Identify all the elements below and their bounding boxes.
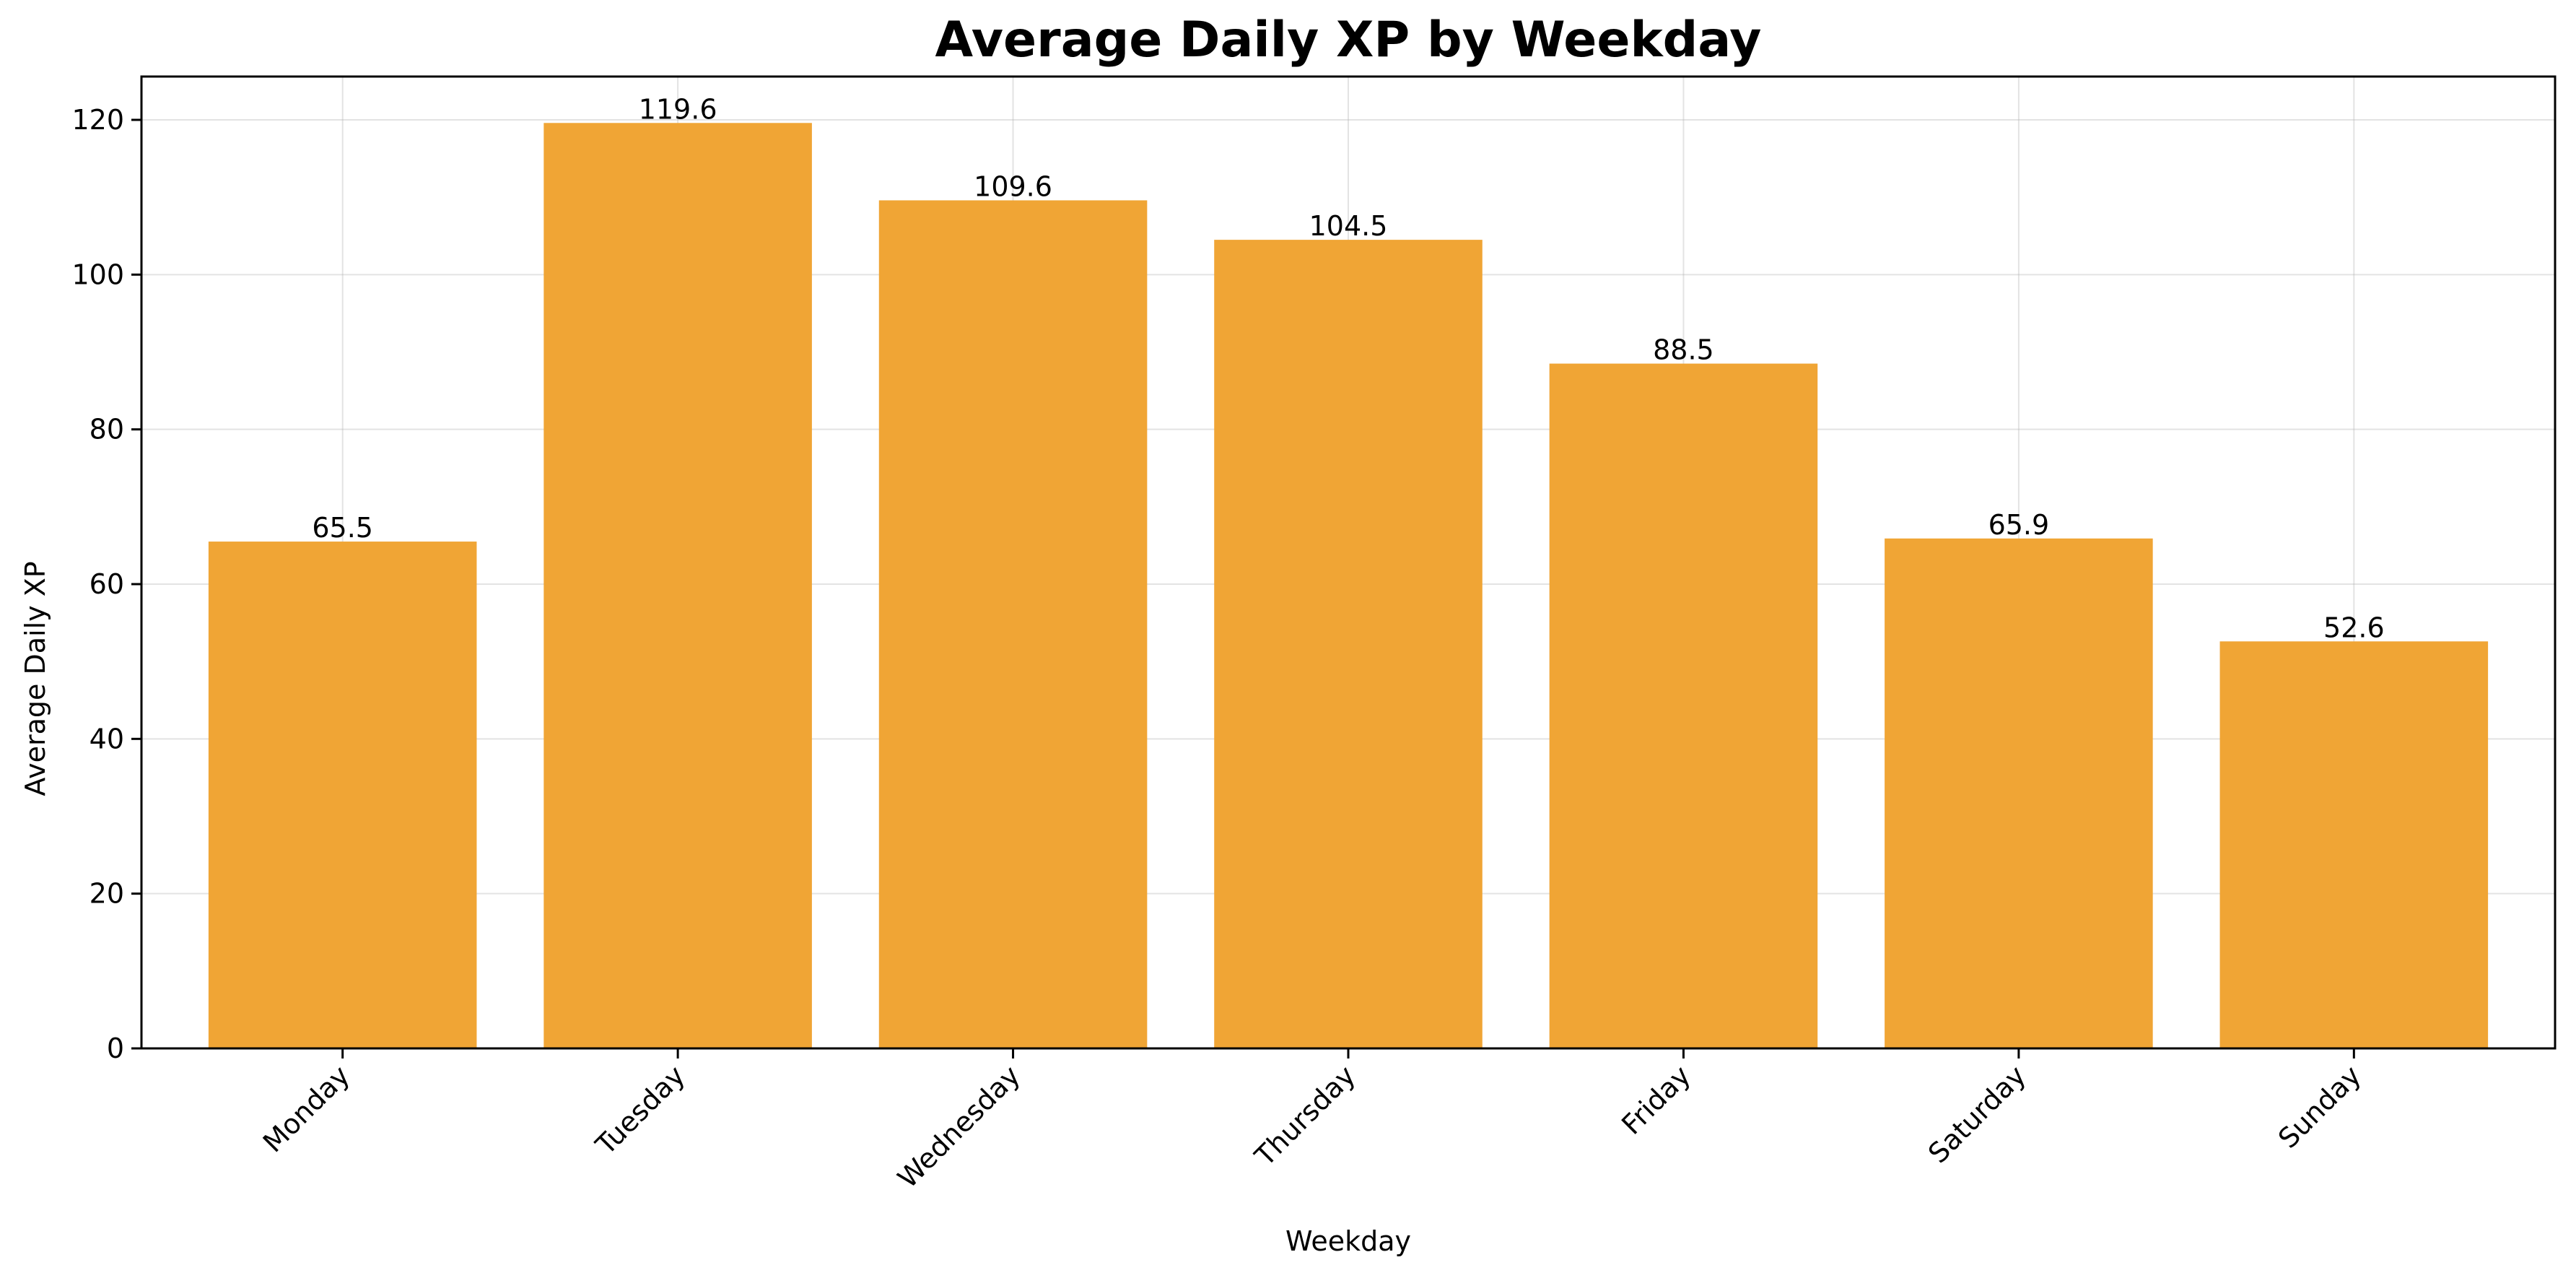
bars [208,123,2489,1049]
x-tick-label-tuesday: Tuesday [589,1059,691,1161]
y-tick-label: 20 [89,878,124,910]
x-tick-label-monday: Monday [257,1059,356,1158]
x-tick-label-sunday: Sunday [2272,1059,2367,1155]
bar-tuesday [543,123,812,1049]
bar-wednesday [878,200,1148,1048]
x-axis: Monday Tuesday Wednesday Thursday Friday Satu… [257,1048,2367,1194]
bar-thursday [1214,240,1483,1049]
bar-friday [1549,363,1818,1049]
x-tick-label-wednesday: Wednesday [891,1059,1026,1194]
bar-value-labels: 65.5 119.6 109.6 104.5 88.5 65.9 52.6 [312,93,2384,643]
x-tick-label-saturday: Saturday [1922,1059,2032,1169]
y-tick-label: 0 [107,1033,124,1064]
bar-value-label: 109.6 [974,170,1052,202]
bar-value-label: 65.9 [1988,509,2050,541]
y-tick-label: 100 [71,258,124,290]
bar-value-label: 104.5 [1309,210,1388,242]
y-tick-label: 120 [71,104,124,136]
chart-title: Average Daily XP by Weekday [935,12,1762,69]
x-tick-label-friday: Friday [1615,1059,1697,1141]
bar-sunday [2219,641,2489,1048]
y-axis-label: Average Daily XP [19,561,51,796]
bar-value-label: 119.6 [639,93,717,125]
y-tick-label: 60 [89,568,124,600]
bar-monday [208,542,477,1048]
bar-value-label: 65.5 [312,512,373,544]
x-axis-label: Weekday [1285,1225,1411,1257]
y-tick-label: 80 [89,414,124,445]
x-tick-label-thursday: Thursday [1249,1059,1362,1173]
y-axis: 0 20 40 60 80 100 120 [71,104,141,1064]
bar-saturday [1885,538,2153,1048]
bar-value-label: 88.5 [1653,334,1714,366]
y-tick-label: 40 [89,723,124,755]
bar-value-label: 52.6 [2323,612,2385,643]
